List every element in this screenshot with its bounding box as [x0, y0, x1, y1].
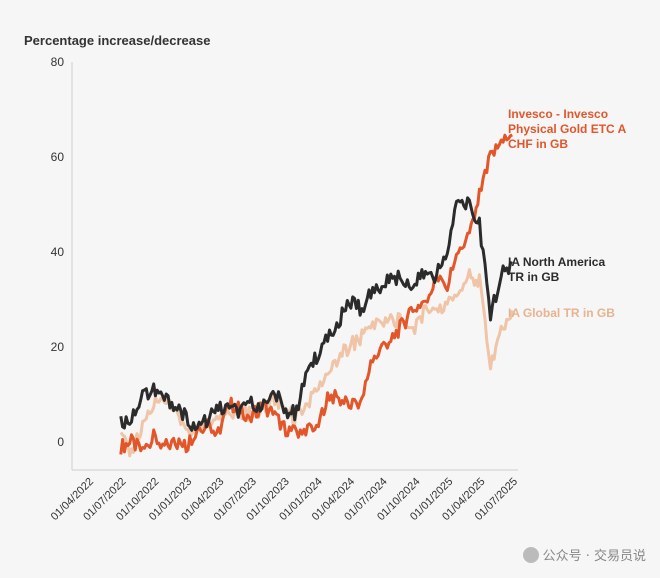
series-line-global [119, 268, 514, 458]
y-tick-label: 40 [51, 245, 65, 259]
series-label-north-america: IA North America TR in GB [508, 255, 605, 284]
y-tick-label: 80 [51, 55, 65, 69]
watermark-text: 公众号 · 交易员说 [542, 549, 646, 564]
series-lines [119, 133, 514, 458]
series-line-gold [119, 133, 513, 455]
y-tick-label: 20 [51, 340, 65, 354]
watermark: 公众号 · 交易员说 [522, 545, 646, 564]
y-tick-label: 60 [51, 150, 65, 164]
wechat-icon [522, 546, 539, 563]
series-labels: Invesco - Invesco Physical Gold ETC A CHF … [508, 107, 627, 320]
chart-title: Percentage increase/decrease [24, 33, 211, 48]
series-line-north-america [119, 196, 513, 432]
series-label-gold: Invesco - Invesco Physical Gold ETC A CHF … [508, 107, 627, 151]
x-tick-labels: 01/04/202201/07/202201/10/202201/01/2023… [49, 476, 520, 523]
y-tick-labels: 0 20 40 60 80 [51, 55, 65, 449]
y-tick-label: 0 [57, 435, 64, 449]
series-label-global: IA Global TR in GB [508, 306, 615, 320]
